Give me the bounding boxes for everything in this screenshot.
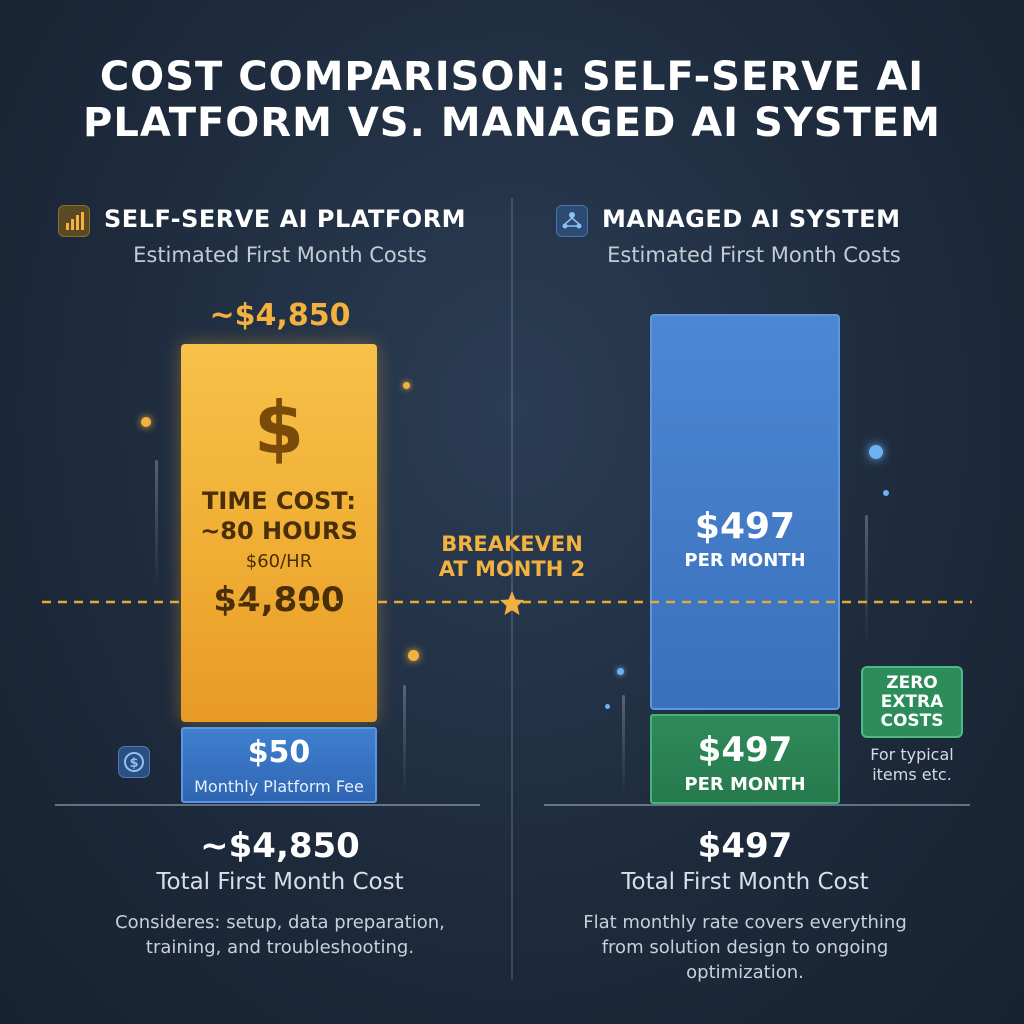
badge-line-1: ZERO [886,672,938,693]
managed-lower-value: $497 [697,730,793,770]
breakeven-line-2: AT MONTH 2 [438,557,586,581]
glow-dot [883,490,889,496]
platform-fee-value: $50 [247,735,311,770]
dollar-coin-icon: $ [118,746,150,778]
glow-dot [869,445,883,459]
bar-platform-fee: $50 Monthly Platform Fee [181,727,377,803]
glow-dot [141,417,151,427]
glow-dot [617,668,624,675]
time-cost-line-1: TIME COST: [202,487,356,515]
right-total-value: $497 [697,826,793,866]
left-subheading: Estimated First Month Costs [133,243,427,267]
left-note: Consideres: setup, data preparation, tra… [60,910,500,960]
badge-note-line-2: items etc. [872,765,952,784]
dollar-sign-icon: $ [253,386,305,470]
right-total-label: Total First Month Cost [621,869,869,895]
breakeven-label: BREAKEVEN AT MONTH 2 [412,532,612,582]
left-top-total-label: ~$4,850 [209,298,351,333]
right-note-line-2: from solution design to ongoing [601,937,889,958]
right-baseline [544,804,970,806]
light-streak [622,695,625,795]
platform-fee-label: Monthly Platform Fee [194,777,364,796]
right-subheading: Estimated First Month Costs [607,243,901,267]
bar-managed-lower: $497 PER MONTH [650,714,840,804]
network-icon [556,205,588,237]
light-streak [865,515,868,645]
left-total-label: Total First Month Cost [156,869,404,895]
right-note-line-1: Flat monthly rate covers everything [583,912,907,933]
managed-lower-label: PER MONTH [684,774,806,795]
right-note-line-3: optimization. [686,962,804,983]
right-note: Flat monthly rate covers everything from… [525,910,965,985]
star-icon [500,591,524,615]
zero-extra-costs-badge: ZERO EXTRA COSTS [861,666,963,738]
page-title: COST COMPARISON: SELF-SERVE AI PLATFORM … [0,54,1024,146]
light-streak [155,460,158,590]
column-divider [511,198,513,980]
hourly-rate: $60/HR [245,551,313,572]
badge-note: For typical items etc. [850,745,974,785]
badge-note-line-1: For typical [870,745,954,764]
light-streak [403,685,406,795]
svg-text:$: $ [129,756,138,771]
left-total-value: ~$4,850 [200,826,360,866]
bar-managed-upper: $497 PER MONTH [650,314,840,710]
glow-dot [408,650,419,661]
time-cost-label: TIME COST: ~80 HOURS [181,486,377,546]
bar-chart-icon [58,205,90,237]
time-cost-line-2: ~80 HOURS [200,517,358,545]
right-heading: MANAGED AI SYSTEM [602,205,901,233]
badge-line-2: EXTRA [880,691,944,712]
left-note-line-1: Consideres: setup, data preparation, [115,912,445,933]
managed-upper-label: PER MONTH [684,550,806,571]
left-baseline [55,804,480,806]
glow-dot [403,382,410,389]
glow-dot [605,704,610,709]
breakeven-line-1: BREAKEVEN [441,532,583,556]
managed-upper-value: $497 [694,506,796,547]
title-line-1: COST COMPARISON: SELF-SERVE AI [99,54,925,100]
left-heading: SELF-SERVE AI PLATFORM [104,205,467,233]
left-note-line-2: training, and troubleshooting. [145,937,415,958]
title-line-2: PLATFORM VS. MANAGED AI SYSTEM [83,100,941,146]
bar-time-cost: $ TIME COST: ~80 HOURS $60/HR $4,800 [181,344,377,722]
badge-line-3: COSTS [880,710,944,731]
time-cost-value: $4,800 [213,580,345,620]
